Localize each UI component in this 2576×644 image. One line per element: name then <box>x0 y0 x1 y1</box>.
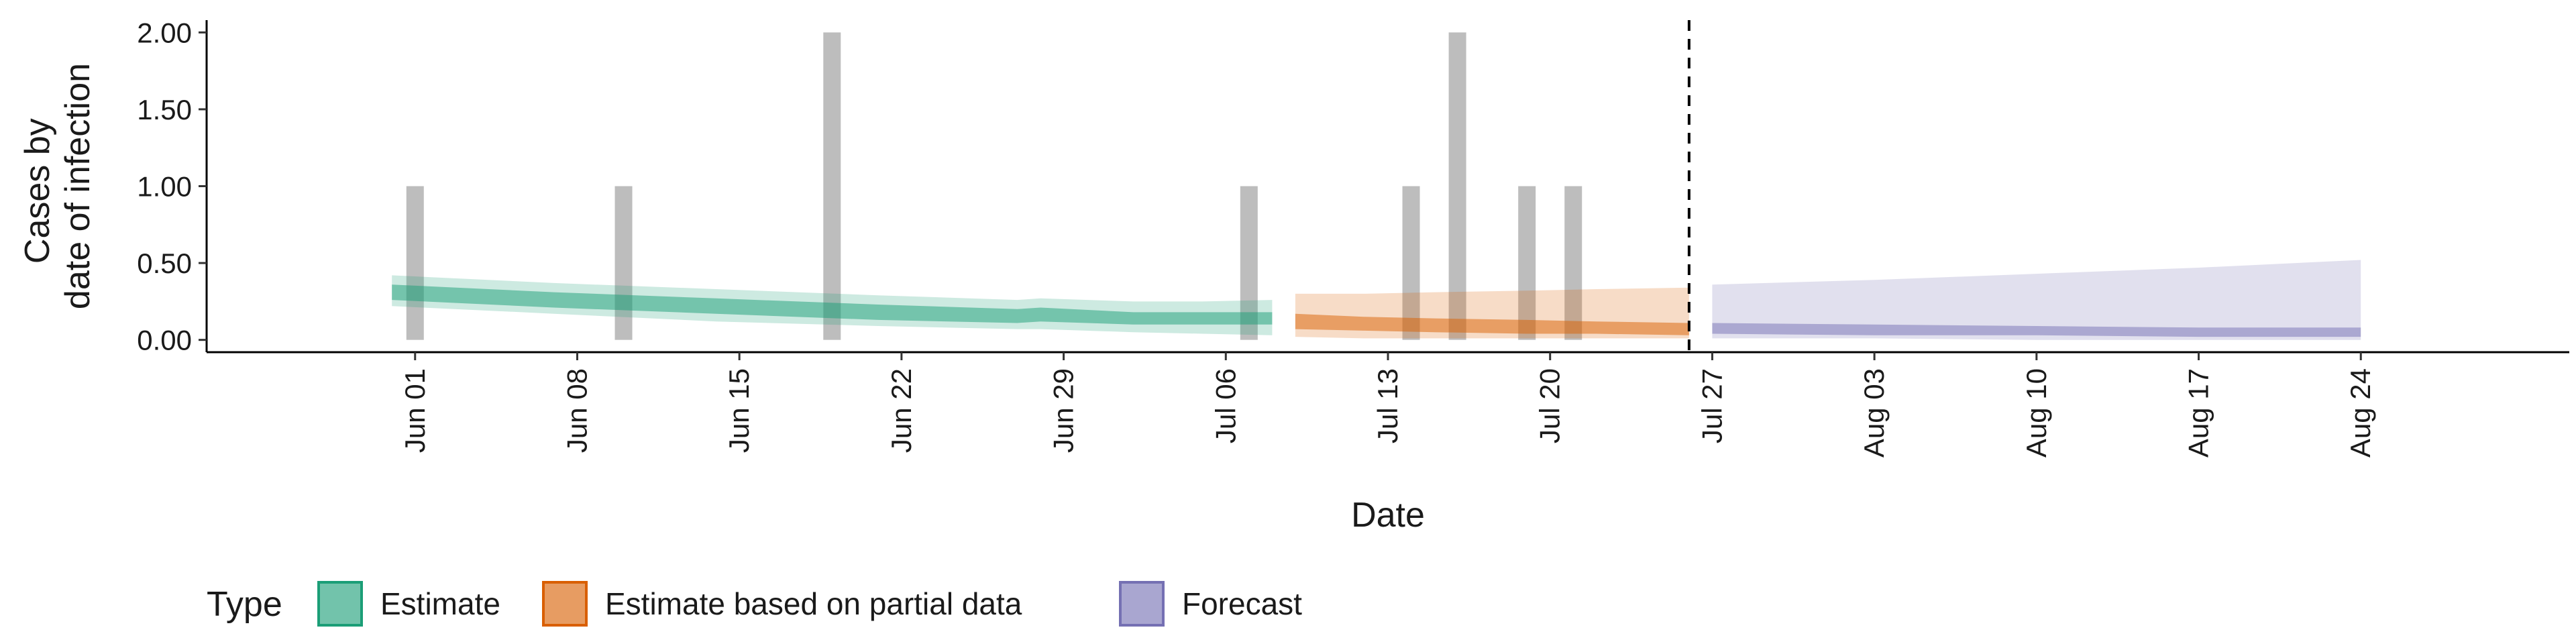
x-tick-label: Jun 01 <box>399 368 431 453</box>
x-tick-label: Jul 20 <box>1534 368 1566 443</box>
legend-label: Forecast <box>1182 586 1302 621</box>
estimate-bands <box>392 260 2361 340</box>
y-axis-title: Cases by date of infection <box>18 63 97 309</box>
forecast-inner-band <box>1712 323 2361 337</box>
legend: Type Estimate Estimate based on partial d… <box>207 581 1302 627</box>
x-tick-label: Jun 08 <box>561 368 592 453</box>
x-tick-label: Jul 06 <box>1210 368 1241 443</box>
x-tick-label: Jun 15 <box>723 368 755 453</box>
reported-cases-bars <box>406 32 1582 340</box>
legend-key-estimate <box>317 581 363 627</box>
case-bar <box>1564 186 1582 340</box>
y-tick-label: 1.00 <box>137 171 192 203</box>
y-tick-label: 0.50 <box>137 248 192 279</box>
x-tick-label: Jun 29 <box>1048 368 1079 453</box>
x-axis-title: Date <box>1351 496 1425 535</box>
legend-key-forecast <box>1119 581 1165 627</box>
case-bar <box>823 32 841 340</box>
legend-title: Type <box>207 585 282 624</box>
legend-label: Estimate <box>380 586 500 621</box>
x-tick-label: Aug 10 <box>2021 368 2052 458</box>
x-tick-label: Jun 22 <box>885 368 917 453</box>
y-tick-label: 2.00 <box>137 17 192 48</box>
case-bar <box>1402 186 1420 340</box>
y-axis-ticks: 0.00 0.50 1.00 1.50 2.00 <box>137 17 207 356</box>
partial-estimate-inner-band <box>1295 313 1689 335</box>
y-axis-title-line-2: date of infection <box>58 63 97 309</box>
case-bar <box>1518 186 1536 340</box>
legend-label: Estimate based on partial data <box>605 586 1022 621</box>
case-bar <box>614 186 633 340</box>
estimate-inner-band <box>392 284 1273 325</box>
y-tick-label: 0.00 <box>137 325 192 356</box>
x-axis-ticks: Jun 01 Jun 08 Jun 15 Jun 22 Jun 29 Jul 06 Jul … <box>399 352 2376 458</box>
x-tick-label: Jul 27 <box>1696 368 1727 443</box>
x-tick-label: Jul 13 <box>1372 368 1403 443</box>
x-tick-label: Aug 03 <box>1858 368 1890 458</box>
case-bar <box>1448 32 1466 340</box>
case-bar <box>406 186 424 340</box>
forecast-outer-band <box>1712 260 2361 340</box>
legend-key-partial-estimate <box>542 581 588 627</box>
x-tick-label: Aug 24 <box>2345 368 2376 458</box>
x-tick-label: Aug 17 <box>2183 368 2214 458</box>
y-tick-label: 1.50 <box>137 94 192 125</box>
y-axis-title-line-1: Cases by <box>18 118 57 264</box>
